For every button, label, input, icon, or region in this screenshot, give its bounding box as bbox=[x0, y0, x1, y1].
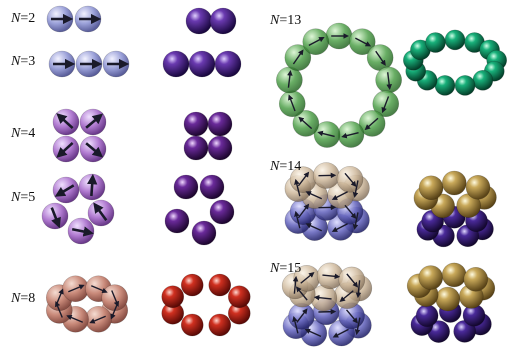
magnetic-sphere-icon bbox=[441, 262, 467, 288]
label-n14: N=14 bbox=[270, 159, 302, 174]
magnetic-sphere-icon bbox=[162, 50, 190, 78]
magnetization-arrow-icon bbox=[54, 301, 63, 318]
label-n3: N=3 bbox=[11, 54, 36, 69]
magnetization-arrow-icon bbox=[296, 308, 308, 323]
label-n13: N=13 bbox=[270, 13, 302, 28]
label-n5: N=5 bbox=[11, 190, 36, 205]
label-n4: N=4 bbox=[11, 126, 36, 141]
magnetic-sphere-icon bbox=[173, 174, 199, 200]
magnetization-arrow-icon bbox=[355, 37, 372, 47]
magnetic-sphere-icon bbox=[199, 174, 225, 200]
magnetic-sphere-icon bbox=[209, 7, 237, 35]
magnetic-sphere-icon bbox=[435, 286, 461, 312]
magnetic-sphere-icon bbox=[161, 285, 185, 309]
magnetization-arrow-icon bbox=[375, 50, 386, 66]
magnetization-arrow-icon bbox=[364, 117, 379, 131]
magnetization-arrow-icon bbox=[354, 317, 361, 336]
magnetic-sphere-icon bbox=[454, 75, 476, 96]
magnetization-arrow-icon bbox=[331, 223, 348, 232]
arrow-layer bbox=[50, 13, 392, 338]
magnetic-sphere-icon bbox=[463, 267, 489, 292]
magnetization-arrow-icon bbox=[292, 275, 299, 294]
magnetization-arrow-icon bbox=[292, 49, 304, 65]
magnetic-sphere-icon bbox=[418, 175, 444, 201]
magnetization-arrow-icon bbox=[297, 171, 310, 187]
label-n15: N=15 bbox=[270, 261, 302, 276]
magnetic-sphere-icon bbox=[208, 313, 232, 337]
magnetic-sphere-icon bbox=[465, 174, 491, 200]
magnetization-arrow-icon bbox=[352, 212, 359, 230]
magnetization-arrow-icon bbox=[56, 113, 74, 130]
magnetic-sphere-icon bbox=[209, 199, 235, 225]
magnetization-arrow-icon bbox=[352, 180, 359, 198]
magnetization-arrow-icon bbox=[294, 210, 301, 229]
magnetization-arrow-icon bbox=[294, 178, 301, 197]
magnetization-arrow-icon bbox=[50, 207, 61, 229]
magnetization-arrow-icon bbox=[339, 290, 354, 303]
magnetization-arrow-icon bbox=[304, 328, 322, 338]
magnetic-sphere-icon bbox=[214, 50, 242, 78]
magnetization-arrow-icon bbox=[55, 288, 64, 306]
magnetization-arrow-icon bbox=[68, 284, 85, 293]
magnetization-arrow-icon bbox=[93, 202, 108, 222]
magnetic-sphere-icon bbox=[185, 7, 213, 35]
magnetization-arrow-icon bbox=[54, 184, 75, 197]
magnetization-arrow-icon bbox=[56, 141, 74, 158]
magnetization-arrow-icon bbox=[66, 314, 83, 323]
magnetic-sphere-icon bbox=[208, 273, 232, 297]
magnetization-arrow-icon bbox=[344, 204, 357, 219]
magnetization-arrow-icon bbox=[355, 280, 362, 299]
magnetic-sphere-icon bbox=[434, 75, 456, 96]
magnetic-sphere-icon bbox=[191, 220, 217, 246]
magnetization-arrow-icon bbox=[297, 203, 310, 219]
magnetic-sphere-icon bbox=[418, 265, 444, 290]
magnetization-arrow-icon bbox=[308, 37, 325, 46]
magnetization-arrow-icon bbox=[305, 223, 323, 232]
magnetic-sphere-icon bbox=[188, 50, 216, 78]
magnetization-arrow-icon bbox=[381, 96, 390, 114]
magnetization-arrow-icon bbox=[298, 116, 313, 130]
magnetization-arrow-icon bbox=[287, 70, 293, 88]
magnetization-arrow-icon bbox=[332, 328, 349, 338]
magnetization-arrow-icon bbox=[288, 94, 296, 112]
magnetic-sphere-icon bbox=[472, 69, 494, 91]
magnetization-arrow-icon bbox=[341, 132, 359, 139]
magnetization-arrow-icon bbox=[305, 191, 323, 200]
magnetization-arrow-icon bbox=[89, 315, 106, 324]
magnetic-sphere-icon bbox=[164, 208, 190, 234]
magnetization-arrow-icon bbox=[295, 286, 308, 301]
magnetization-arrow-icon bbox=[292, 316, 299, 334]
magnetization-arrow-icon bbox=[313, 294, 332, 301]
magnetization-arrow-icon bbox=[87, 173, 98, 197]
magnetization-arrow-icon bbox=[85, 142, 104, 158]
magnetization-arrow-icon bbox=[346, 273, 359, 288]
magnetic-sphere-icon bbox=[415, 304, 439, 327]
magnetization-arrow-icon bbox=[344, 172, 357, 187]
magnetic-sphere-icon bbox=[183, 111, 209, 137]
sphere-layer bbox=[41, 5, 507, 347]
magnetic-sphere-icon bbox=[227, 285, 251, 309]
magnetization-arrow-icon bbox=[345, 309, 358, 324]
magnetization-arrow-icon bbox=[386, 72, 392, 90]
magnetic-sphere-icon bbox=[444, 29, 466, 51]
magnetization-arrow-icon bbox=[85, 113, 104, 129]
label-n8: N=8 bbox=[11, 291, 36, 306]
magnetization-arrow-icon bbox=[322, 273, 341, 280]
magnetic-sphere-icon bbox=[180, 313, 204, 337]
magnetization-arrow-icon bbox=[91, 285, 108, 294]
magnetic-sphere-icon bbox=[180, 273, 204, 297]
magnetization-arrow-icon bbox=[300, 271, 315, 284]
magnetic-sphere-icon bbox=[425, 32, 446, 53]
magnetization-arrow-icon bbox=[331, 191, 348, 200]
magnetic-sphere-icon bbox=[441, 170, 467, 196]
magnetic-sphere-icon bbox=[207, 135, 233, 161]
magnetic-sphere-icon bbox=[183, 135, 209, 161]
magnetization-arrow-icon bbox=[71, 226, 94, 237]
magnetization-arrow-icon bbox=[317, 130, 335, 138]
label-n2: N=2 bbox=[11, 11, 36, 26]
magnetization-arrow-icon bbox=[111, 290, 120, 307]
magnetic-sphere-icon bbox=[207, 111, 233, 137]
